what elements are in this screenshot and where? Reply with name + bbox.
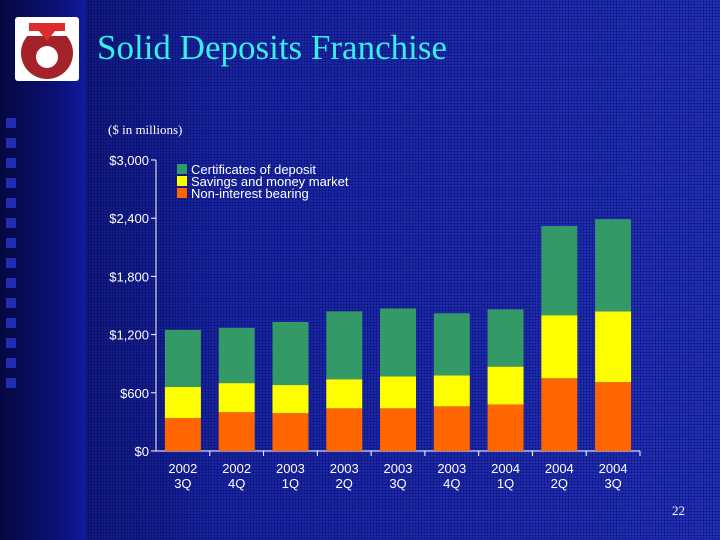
x-tick-label: 2002: [168, 461, 197, 476]
x-tick-label: 2004: [545, 461, 574, 476]
bar-segment-savings: [218, 383, 255, 413]
x-tick-label: 2003: [330, 461, 359, 476]
legend-swatch: [177, 164, 187, 174]
decorative-squares: [6, 118, 18, 398]
bar-segment-savings: [164, 386, 201, 419]
bar-segment-savings: [487, 366, 524, 405]
bar-segment-savings: [433, 375, 470, 407]
legend-label: Non-interest bearing: [191, 186, 309, 201]
logo-emblem-icon: [21, 23, 73, 79]
company-logo: [15, 17, 79, 81]
bar-segment-non-interest: [272, 413, 309, 451]
x-tick-label: 2Q: [551, 476, 568, 491]
page-number: 22: [672, 503, 685, 518]
y-tick-label: $600: [120, 386, 149, 401]
y-tick-label: $2,400: [109, 211, 149, 226]
bar-segment-non-interest: [326, 408, 363, 451]
bar-segment-certificates: [541, 225, 578, 316]
bar-segment-non-interest: [487, 404, 524, 451]
chart-units-note: ($ in millions): [108, 122, 183, 137]
bar-segment-savings: [380, 376, 416, 409]
chart-bars: [164, 219, 632, 451]
bar-segment-savings: [272, 385, 309, 414]
legend-label: Certificates of deposit: [191, 162, 316, 177]
bar-segment-non-interest: [433, 406, 470, 451]
bar-segment-non-interest: [380, 408, 416, 451]
y-tick-label: $0: [135, 444, 149, 459]
x-tick-label: 1Q: [497, 476, 514, 491]
x-tick-label: 4Q: [228, 476, 245, 491]
bar-segment-certificates: [272, 321, 309, 386]
bar-segment-savings: [541, 315, 578, 379]
x-tick-label: 1Q: [282, 476, 299, 491]
x-tick-label: 2002: [222, 461, 251, 476]
x-tick-label: 2Q: [336, 476, 353, 491]
x-tick-label: 2004: [491, 461, 520, 476]
x-tick-label: 3Q: [174, 476, 191, 491]
bar-segment-certificates: [433, 313, 470, 376]
bar-segment-non-interest: [218, 412, 255, 451]
bar-segment-certificates: [164, 329, 201, 387]
left-decorative-strip: [0, 0, 86, 540]
bar-segment-non-interest: [541, 378, 578, 451]
x-tick-label: 3Q: [389, 476, 406, 491]
x-tick-label: 4Q: [443, 476, 460, 491]
slide-title: Solid Deposits Franchise: [97, 28, 447, 67]
x-tick-label: 3Q: [604, 476, 621, 491]
bar-segment-non-interest: [164, 418, 201, 451]
x-tick-label: 2004: [599, 461, 628, 476]
y-axis-tick-labels: $0 $600 $1,200 $1,800 $2,400 $3,000: [109, 153, 149, 459]
bar-segment-certificates: [380, 308, 416, 377]
bar-segment-certificates: [218, 327, 255, 384]
legend-label: Savings and money market: [191, 174, 349, 189]
bar-segment-savings: [595, 311, 632, 383]
x-axis-tick-labels: 20023Q20024Q20031Q20032Q20033Q20034Q2004…: [168, 461, 627, 491]
y-tick-label: $3,000: [109, 153, 149, 168]
bar-segment-certificates: [326, 311, 363, 380]
x-tick-label: 2003: [384, 461, 413, 476]
legend-swatch: [177, 188, 187, 198]
legend-swatch: [177, 176, 187, 186]
x-tick-label: 2003: [437, 461, 466, 476]
bar-segment-certificates: [487, 309, 524, 367]
bar-segment-savings: [326, 379, 363, 409]
y-tick-label: $1,200: [109, 328, 149, 343]
y-tick-label: $1,800: [109, 269, 149, 284]
bar-segment-non-interest: [595, 382, 632, 451]
x-tick-label: 2003: [276, 461, 305, 476]
bar-segment-certificates: [595, 219, 632, 312]
